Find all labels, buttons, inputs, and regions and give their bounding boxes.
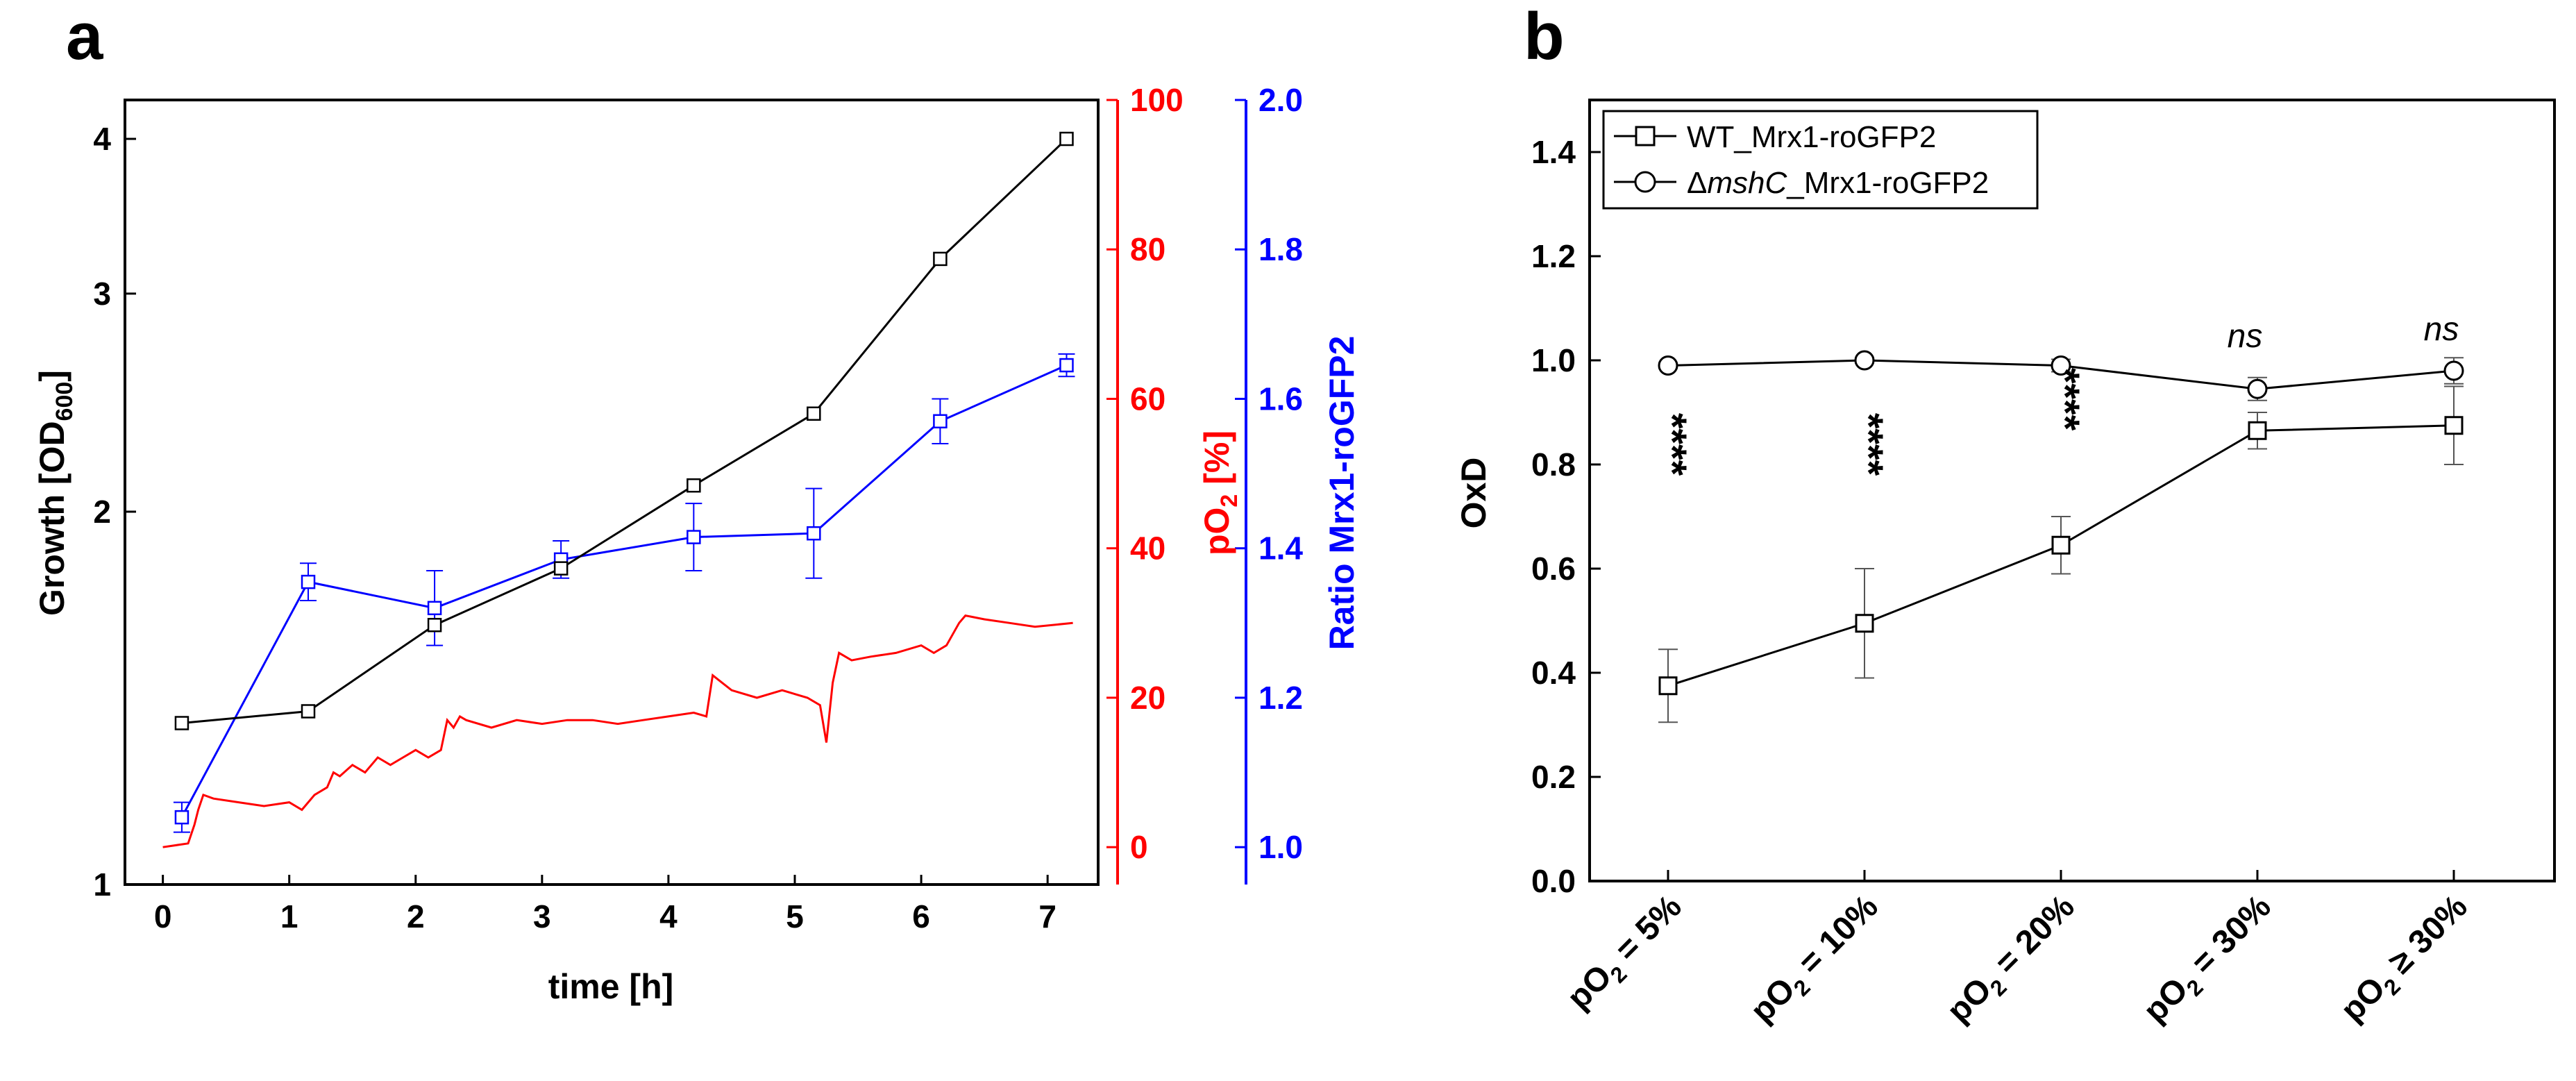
left-tick-label: 2 xyxy=(93,494,111,530)
series-growth-line xyxy=(181,137,1068,724)
blue-tick-label: 1.6 xyxy=(1258,380,1303,417)
x-tick-label: 1 xyxy=(280,898,298,935)
panel-a-plot xyxy=(162,131,1075,848)
blue-tick-label: 1.8 xyxy=(1258,231,1303,267)
b-category-label: pO2 = 10% xyxy=(1744,888,1889,1033)
legend-box xyxy=(1602,110,2039,210)
b-category-label: pO2 = 5% xyxy=(1560,888,1693,1021)
red-tick-label: 60 xyxy=(1130,380,1165,417)
red-tick-label: 40 xyxy=(1130,530,1165,567)
x-tick-label: 5 xyxy=(786,898,804,935)
panel-a-frame xyxy=(124,99,1100,886)
x-tick-label: 6 xyxy=(912,898,930,935)
x-tick-label: 0 xyxy=(154,898,172,935)
significance-ns: ns xyxy=(2228,318,2263,355)
growth-point xyxy=(427,618,442,632)
b-y-tick-label: 0.0 xyxy=(1531,863,1576,899)
panel-a-x-axis-title: time [h] xyxy=(548,967,674,1006)
b-point-wt xyxy=(2248,421,2267,440)
b-y-tick-label: 0.8 xyxy=(1531,446,1576,483)
ratio-point xyxy=(301,574,316,589)
blue-tick-label: 1.4 xyxy=(1258,530,1303,567)
ratio-point xyxy=(427,601,442,616)
b-category-label: pO2 ≥ 30% xyxy=(2334,888,2478,1032)
red-tick-label: 100 xyxy=(1130,82,1184,118)
panel-a: a 0 1 2 3 4 5 6 712340204060801001.01.21.41.61.… xyxy=(33,0,1361,1006)
significance-stars: **** xyxy=(2042,368,2087,431)
b-point-wt xyxy=(2051,535,2071,555)
legend-label-wt: WT_Mrx1-roGFP2 xyxy=(1687,120,1936,154)
significance-stars: **** xyxy=(1846,413,1891,476)
b-point-wt xyxy=(2444,416,2464,435)
x-tick-label: 4 xyxy=(659,898,677,935)
ratio-point xyxy=(687,530,701,544)
left-tick-label: 1 xyxy=(93,866,111,903)
b-category-label: pO2 = 20% xyxy=(1940,888,2085,1033)
b-category-label: pO2 = 30% xyxy=(2137,888,2282,1033)
significance-ns: ns xyxy=(2424,311,2459,348)
left-tick-label: 4 xyxy=(93,121,111,157)
panel-b-y-axis-title: OxD xyxy=(1454,458,1493,529)
red-tick-label: 80 xyxy=(1130,231,1165,267)
panel-b-legend: WT_Mrx1-roGFP2 ΔmshC_Mrx1-roGFP2 xyxy=(1602,110,2039,210)
x-tick-label: 3 xyxy=(533,898,551,935)
b-point-mshc xyxy=(1658,355,1678,376)
growth-point xyxy=(174,716,190,730)
ratio-point xyxy=(807,526,821,541)
b-y-tick-label: 0.4 xyxy=(1531,655,1576,691)
growth-point xyxy=(553,561,569,576)
growth-point xyxy=(933,251,948,267)
x-tick-label: 2 xyxy=(407,898,425,935)
series-ratio-line xyxy=(180,364,1068,818)
significance-stars: **** xyxy=(1649,413,1694,476)
b-point-mshc xyxy=(2247,378,2268,399)
legend-label-mshc: ΔmshC_Mrx1-roGFP2 xyxy=(1687,166,1989,200)
blue-tick-label: 1.2 xyxy=(1258,680,1303,716)
growth-point xyxy=(301,704,316,719)
red-tick-label: 0 xyxy=(1130,829,1148,865)
panel-a-left-axis-title: Growth [OD600] xyxy=(33,370,78,616)
b-y-tick-label: 1.0 xyxy=(1531,342,1576,378)
b-y-tick-label: 1.2 xyxy=(1531,238,1576,274)
growth-point xyxy=(1059,131,1074,146)
legend-marker-square xyxy=(1635,126,1656,146)
ratio-point xyxy=(174,810,190,825)
ratio-point xyxy=(1059,358,1074,373)
panel-b-frame xyxy=(1588,99,2556,882)
panel-b-label: b xyxy=(1524,0,1565,74)
b-point-wt xyxy=(1855,614,1874,633)
x-tick-label: 7 xyxy=(1038,898,1057,935)
b-point-mshc xyxy=(1854,350,1875,371)
ratio-point xyxy=(933,414,948,429)
series-po2-line xyxy=(162,614,1073,848)
blue-tick-label: 2.0 xyxy=(1258,82,1303,118)
panel-a-blue-axis-title: Ratio Mrx1-roGFP2 xyxy=(1322,336,1361,651)
growth-point xyxy=(687,478,701,493)
b-point-wt xyxy=(1658,676,1678,696)
panel-b: b **** **** **** ns ns 0.0 0.2 0.4 0.6 0.8 1.0 1.2… xyxy=(1454,0,2556,1033)
b-point-mshc xyxy=(2051,355,2071,376)
panel-a-ticks: 0 1 2 3 4 5 6 712340204060801001.01.21.41.61.82… xyxy=(93,82,1303,935)
panel-a-label: a xyxy=(66,0,103,74)
panel-b-ticks: 0.0 0.2 0.4 0.6 0.8 1.0 1.2 1.4 pO2 = 5% pO2 = 10… xyxy=(1531,134,2478,1033)
b-y-tick-label: 1.4 xyxy=(1531,134,1576,170)
b-y-tick-label: 0.6 xyxy=(1531,551,1576,587)
panel-b-plot: **** **** **** ns ns xyxy=(1649,311,2464,723)
red-tick-label: 20 xyxy=(1130,680,1165,716)
legend-marker-circle xyxy=(1634,171,1656,193)
blue-tick-label: 1.0 xyxy=(1258,829,1303,865)
panel-a-red-axis-title: pO2 [%] xyxy=(1197,430,1243,555)
left-tick-label: 3 xyxy=(93,276,111,312)
b-y-tick-label: 0.2 xyxy=(1531,759,1576,795)
b-point-mshc xyxy=(2443,360,2464,381)
growth-point xyxy=(807,406,821,421)
